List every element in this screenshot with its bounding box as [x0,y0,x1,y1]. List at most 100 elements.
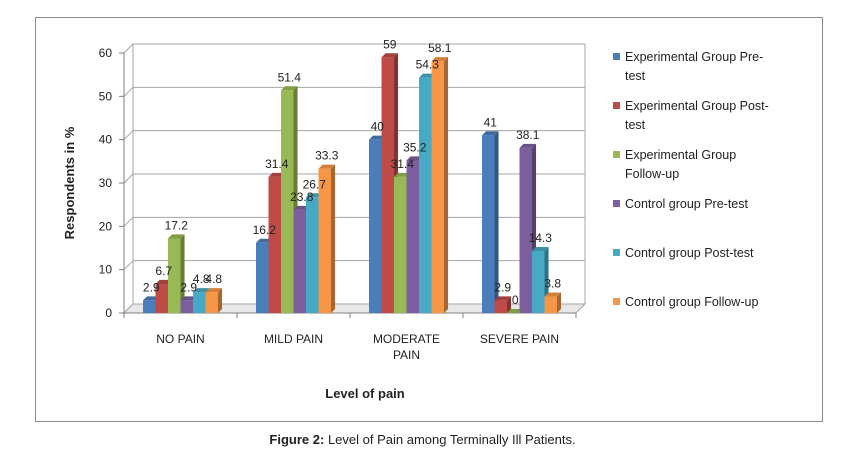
legend-swatch [613,298,620,305]
bar-side [507,296,512,313]
data-label: 4.8 [205,272,222,286]
gridline-side [123,260,134,271]
bar-top [155,279,173,284]
bar [369,139,382,313]
y-tick-label: 30 [99,176,113,190]
data-label: 33.3 [315,149,339,163]
bar [306,197,319,313]
category-label: MODERATE [373,332,440,346]
caption-prefix: Figure 2: [269,432,325,447]
bar-top [268,172,286,177]
bar [180,300,193,313]
bar [168,238,181,313]
bar-top [431,57,449,62]
data-label: 0 [512,293,519,307]
gridline-side [123,216,134,227]
data-label: 4.8 [193,272,210,286]
bar [544,296,557,313]
gridline-side [123,173,134,184]
bar-top [494,296,512,301]
figure-caption: Figure 2: Level of Pain among Terminally… [0,432,845,447]
bar-top [143,296,160,301]
bar [381,57,394,314]
bar-top [318,164,336,169]
data-label: 2.9 [180,280,197,294]
bar-top [205,288,223,293]
bar [519,147,532,313]
bar-side [557,292,562,313]
gridline-side [123,86,134,97]
bar-top [256,238,273,243]
bar [406,160,419,313]
bar [494,300,507,313]
bar-top [532,246,549,252]
caption-text: Level of Pain among Terminally Ill Patie… [324,432,576,447]
y-tick-label: 50 [99,89,113,103]
legend-swatch [613,200,620,207]
data-label: 31.4 [391,157,415,171]
category-label: MILD PAIN [264,332,323,346]
chart-frame: 0 10 20 30 40 50 60 2.9 6.7 17.2 2.9 4.8 4.8 16.2 31.4… [35,17,823,422]
data-label: 17.2 [165,218,189,232]
data-label: 3.8 [544,277,561,291]
bar [205,292,218,313]
legend-label: Control group Follow-up [625,295,758,309]
gridline-side [123,130,134,141]
data-label: 31.4 [265,157,289,171]
bar-top [381,53,399,58]
bar [256,242,269,313]
bar [318,168,331,313]
legend-label: Control group Pre-test [625,197,749,211]
category-label: SEVERE PAIN [480,332,559,346]
data-label: 35.2 [403,140,427,154]
bar-top [369,135,386,140]
legend-swatch [613,53,620,60]
bar-side [444,57,449,313]
bar-top [168,234,185,239]
bar [143,300,156,313]
bar [394,176,407,313]
bar [482,135,495,313]
legend-label: test [625,69,646,83]
data-label: 41 [484,115,498,129]
bar-top [419,73,436,78]
x-axis-title: Level of pain [325,386,405,401]
bar-chart: 01020304050602.96.717.22.94.84.816.231.4… [62,37,769,401]
data-label: 59 [383,37,397,51]
bar-top [306,193,323,198]
data-label: 23.8 [290,190,314,204]
bar-top [507,308,524,313]
data-label: 26.7 [303,177,327,191]
bar-top [544,292,562,297]
y-tick-label: 60 [99,46,113,60]
legend-label: Experimental Group Post- [625,99,769,113]
bar-side [331,164,336,313]
bar-top [180,296,198,301]
bar-side [180,234,185,313]
y-tick-label: 0 [105,306,112,320]
legend-swatch [613,249,620,256]
data-label: 2.9 [143,280,160,294]
bar [193,292,206,313]
category-label: PAIN [393,348,420,362]
data-label: 58.1 [428,41,452,55]
bar-top [519,143,537,148]
bar-top [293,205,311,210]
legend-swatch [613,102,620,109]
data-label: 38.1 [516,128,540,142]
legend-label: Experimental Group [625,148,736,162]
data-label: 16.2 [253,223,277,237]
data-label: 40 [371,120,385,134]
bar-side [218,288,223,313]
data-label: 2.9 [494,280,511,294]
bar [268,176,281,313]
bar [419,77,432,313]
y-tick-label: 10 [99,263,113,277]
bar [532,251,545,313]
bar-top [406,156,424,161]
legend-label: Experimental Group Pre- [625,50,763,64]
y-axis-title: Respondents in % [62,126,77,239]
legend-label: test [625,118,646,132]
bar [293,209,306,313]
bar [155,283,168,313]
